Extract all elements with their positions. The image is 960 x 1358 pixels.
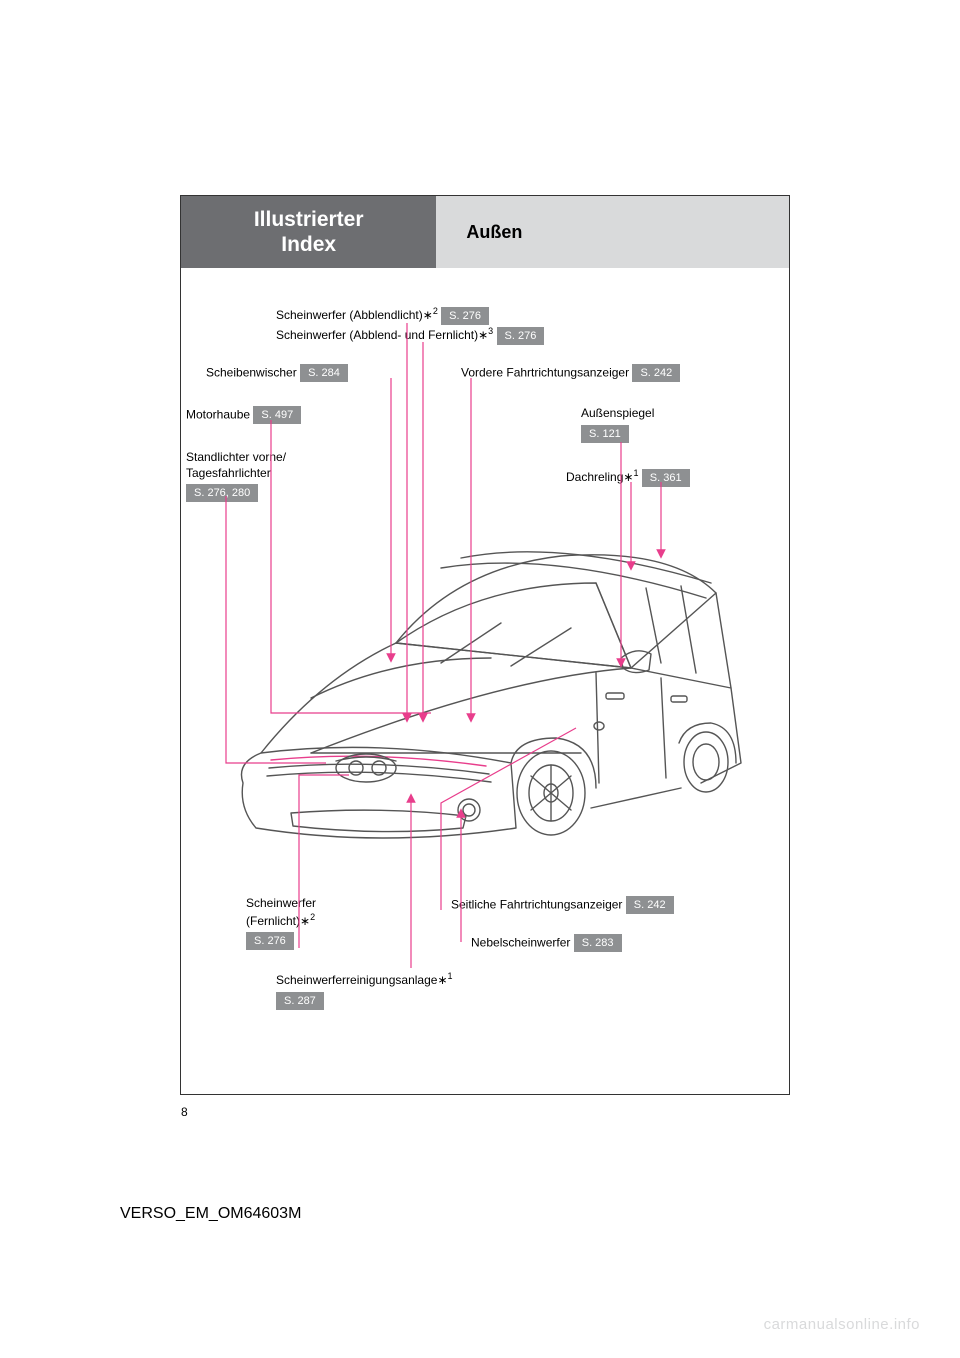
car-illustration <box>201 528 761 858</box>
callout-vordere: Vordere Fahrtrichtungsanzeiger S. 242 <box>461 364 680 382</box>
callout-motorhaube: Motorhaube S. 497 <box>186 406 301 424</box>
sup-reinigung: 1 <box>448 971 453 981</box>
callout-fernlicht: Scheinwerfer (Fernlicht)∗2 S. 276 <box>246 896 376 950</box>
header: Illustrierter Index Außen <box>181 196 789 268</box>
label-seitlich: Seitliche Fahrtrichtungsanzeiger <box>451 897 622 911</box>
document-id: VERSO_EM_OM64603M <box>120 1205 301 1223</box>
ref-nebel: S. 283 <box>574 934 622 952</box>
ref-abblendlicht: S. 276 <box>441 307 489 325</box>
callout-dachreling: Dachreling∗1 S. 361 <box>566 468 690 487</box>
label-abblendfern: Scheinwerfer (Abblend- und Fernlicht) <box>276 328 478 342</box>
header-left-line2: Index <box>281 233 336 256</box>
callout-reinigung: Scheinwerferreinigungsanlage∗1 S. 287 <box>276 971 453 1010</box>
label-standlicht-l2: Tagesfahrlichter <box>186 466 271 480</box>
label-standlicht-l1: Standlichter vorne/ <box>186 450 286 464</box>
page-number: 8 <box>181 1105 188 1119</box>
ref-seitlich: S. 242 <box>626 896 674 914</box>
header-title-left: Illustrierter Index <box>181 196 436 268</box>
watermark: carmanualsonline.info <box>764 1316 920 1333</box>
label-motorhaube: Motorhaube <box>186 407 250 421</box>
ref-dachreling: S. 361 <box>642 469 690 487</box>
ref-abblendfern: S. 276 <box>497 327 545 345</box>
label-wischer: Scheibenwischer <box>206 365 297 379</box>
sup-abblendfern: 3 <box>488 326 493 336</box>
ref-wischer: S. 284 <box>300 364 348 382</box>
header-right-text: Außen <box>466 222 522 243</box>
ref-vordere: S. 242 <box>632 364 680 382</box>
label-fernlicht-l1: Scheinwerfer <box>246 896 316 910</box>
ref-standlicht: S. 276, 280 <box>186 484 258 502</box>
sup-dachreling: 1 <box>633 468 638 478</box>
callout-standlicht: Standlichter vorne/ Tagesfahrlichter S. … <box>186 450 346 502</box>
header-title-right: Außen <box>436 196 789 268</box>
callout-abblendlicht: Scheinwerfer (Abblendlicht)∗2 S. 276 <box>276 306 489 325</box>
callout-seitlich: Seitliche Fahrtrichtungsanzeiger S. 242 <box>451 896 674 914</box>
ref-fernlicht: S. 276 <box>246 932 294 950</box>
label-abblendlicht: Scheinwerfer (Abblendlicht) <box>276 308 423 322</box>
diagram-content: Scheinwerfer (Abblendlicht)∗2 S. 276 Sch… <box>181 268 789 1094</box>
callout-spiegel: Außenspiegel S. 121 <box>581 406 654 443</box>
label-nebel: Nebelscheinwerfer <box>471 935 570 949</box>
callout-nebel: Nebelscheinwerfer S. 283 <box>471 934 622 952</box>
ref-motorhaube: S. 497 <box>253 406 301 424</box>
label-vordere: Vordere Fahrtrichtungsanzeiger <box>461 365 629 379</box>
sup-fernlicht: 2 <box>310 912 315 922</box>
header-left-line1: Illustrierter <box>254 208 364 231</box>
callout-abblendfern: Scheinwerfer (Abblend- und Fernlicht)∗3 … <box>276 326 544 345</box>
label-dachreling: Dachreling <box>566 470 623 484</box>
ref-reinigung: S. 287 <box>276 992 324 1010</box>
label-spiegel: Außenspiegel <box>581 406 654 420</box>
page-frame: Illustrierter Index Außen Scheinwerfer (… <box>180 195 790 1095</box>
ref-spiegel: S. 121 <box>581 425 629 443</box>
label-fernlicht-l2: (Fernlicht) <box>246 914 300 928</box>
callout-wischer: Scheibenwischer S. 284 <box>206 364 348 382</box>
label-reinigung: Scheinwerferreinigungsanlage <box>276 973 437 987</box>
sup-abblendlicht: 2 <box>433 306 438 316</box>
